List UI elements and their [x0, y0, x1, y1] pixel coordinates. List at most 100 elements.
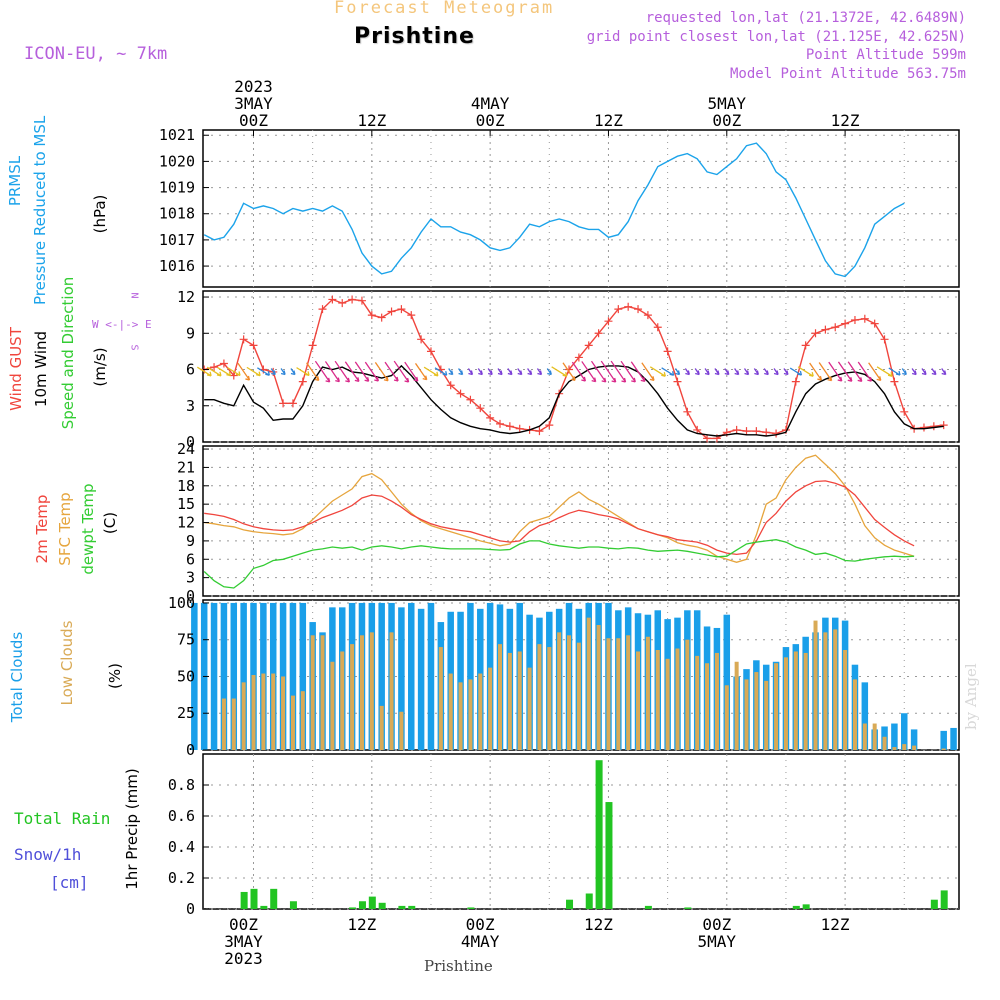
- low-cloud-bar: [714, 652, 719, 750]
- wind-arrow: [581, 361, 597, 382]
- wind-arrowhead: [562, 372, 568, 377]
- wind-arrow: [434, 367, 448, 376]
- wind-arrowhead: [895, 370, 901, 376]
- low-cloud-bar: [764, 680, 769, 750]
- wind-arrowhead: [345, 377, 350, 383]
- gust-marker: [239, 335, 248, 344]
- gust-marker: [791, 377, 800, 386]
- wind-arrow: [847, 361, 863, 382]
- total-cloud-bar: [191, 602, 198, 750]
- total-cloud-bar: [417, 608, 425, 750]
- gust-marker: [476, 404, 485, 413]
- gust-marker: [831, 323, 840, 332]
- sfc-temp-line: [204, 454, 915, 563]
- gust-marker: [535, 427, 544, 436]
- low-cloud-bar: [695, 655, 700, 750]
- low-clouds-label: Low Clouds: [58, 620, 76, 706]
- low-cloud-bar: [320, 635, 325, 750]
- gust-marker: [693, 425, 702, 434]
- gust-marker: [821, 325, 830, 334]
- bottom-time-label: 3MAY: [224, 932, 263, 951]
- precip-axis-label: 1hr Precip (mm): [123, 768, 141, 890]
- wind-arrowhead: [941, 370, 947, 376]
- top-time-label: 00Z: [239, 111, 268, 130]
- low-cloud-bar: [941, 748, 946, 750]
- snow-unit: [cm]: [50, 873, 89, 892]
- total-clouds-label: Total Clouds: [8, 631, 26, 723]
- rain-bar: [792, 905, 800, 909]
- panel-frame-2: [202, 290, 960, 443]
- wind-arrow: [620, 360, 636, 383]
- gust-marker: [328, 295, 337, 304]
- y-tick-label: 75: [177, 631, 195, 649]
- low-cloud-bar: [271, 673, 276, 750]
- low-cloud-bar: [645, 636, 650, 750]
- wind-arrowhead: [507, 370, 513, 376]
- rain-bar: [260, 905, 268, 909]
- wind-arrow: [364, 361, 379, 382]
- bottom-time-label: 12Z: [347, 915, 376, 934]
- temp2m-line: [204, 480, 915, 556]
- low-cloud-bar: [636, 651, 641, 750]
- rain-bar: [408, 905, 416, 909]
- y-tick-label: 0: [186, 900, 195, 918]
- low-cloud-bar: [793, 651, 798, 750]
- low-cloud-bar: [438, 647, 443, 750]
- gust-marker: [397, 305, 406, 314]
- total-cloud-bar: [940, 730, 947, 750]
- wind-arrowhead: [245, 375, 251, 381]
- low-cloud-bar: [882, 736, 887, 750]
- wind-arrowhead: [325, 377, 331, 383]
- wind-arrow: [384, 361, 399, 382]
- wind-arrowhead: [591, 377, 597, 383]
- location-title: Prishtine: [354, 24, 475, 49]
- low-cloud-bar: [359, 635, 364, 750]
- rain-bar: [270, 888, 278, 909]
- wind-arrow: [590, 360, 607, 383]
- low-cloud-bar: [754, 672, 759, 750]
- low-cloud-bar: [586, 617, 591, 750]
- gust-marker: [545, 421, 554, 430]
- y-tick-label: 100: [168, 594, 195, 612]
- low-cloud-bar: [734, 661, 739, 750]
- grid-lines: [203, 130, 959, 910]
- low-cloud-bar: [261, 673, 266, 750]
- model-label: ICON-EU, ~ 7km: [24, 44, 168, 64]
- top-time-label: 00Z: [476, 111, 505, 130]
- wind-arrow: [374, 361, 389, 382]
- y-tick-label: 6: [186, 361, 195, 379]
- wind-arrowhead: [611, 377, 617, 383]
- gust-marker: [505, 422, 514, 431]
- gust-marker: [515, 424, 524, 433]
- top-time-label: 2023: [234, 77, 273, 96]
- bottom-time-label: 12Z: [821, 915, 850, 934]
- wind-arrowhead: [601, 377, 607, 383]
- y-tick-label: 18: [177, 477, 195, 495]
- gust-marker: [890, 377, 899, 386]
- y-tick-label: 1020: [159, 152, 195, 170]
- wind-arrow: [828, 361, 843, 382]
- y-tick-label: 0: [186, 433, 195, 451]
- gust-marker: [318, 305, 327, 314]
- total-cloud-bar: [901, 713, 908, 750]
- low-cloud-bar: [665, 658, 670, 750]
- wind-arrowhead: [783, 370, 789, 376]
- wind-arrow: [876, 366, 893, 377]
- low-cloud-bar: [557, 632, 562, 750]
- low-cloud-bar: [507, 652, 512, 750]
- rain-bar: [930, 899, 938, 909]
- top-time-label: 12Z: [594, 111, 623, 130]
- wind-arrow: [354, 361, 370, 382]
- wind-arrow: [888, 367, 901, 376]
- gust-marker: [634, 305, 643, 314]
- low-cloud-bar: [488, 667, 493, 750]
- gust-marker: [860, 314, 869, 323]
- wind-arrowhead: [764, 370, 769, 376]
- low-cloud-bar: [616, 638, 621, 750]
- y-tick-label: 0.2: [168, 869, 195, 887]
- low-cloud-bar: [448, 673, 453, 750]
- low-cloud-bar: [478, 673, 483, 750]
- gust-marker: [624, 302, 633, 311]
- rain-bar: [368, 896, 376, 909]
- wind-arrowhead: [354, 377, 360, 382]
